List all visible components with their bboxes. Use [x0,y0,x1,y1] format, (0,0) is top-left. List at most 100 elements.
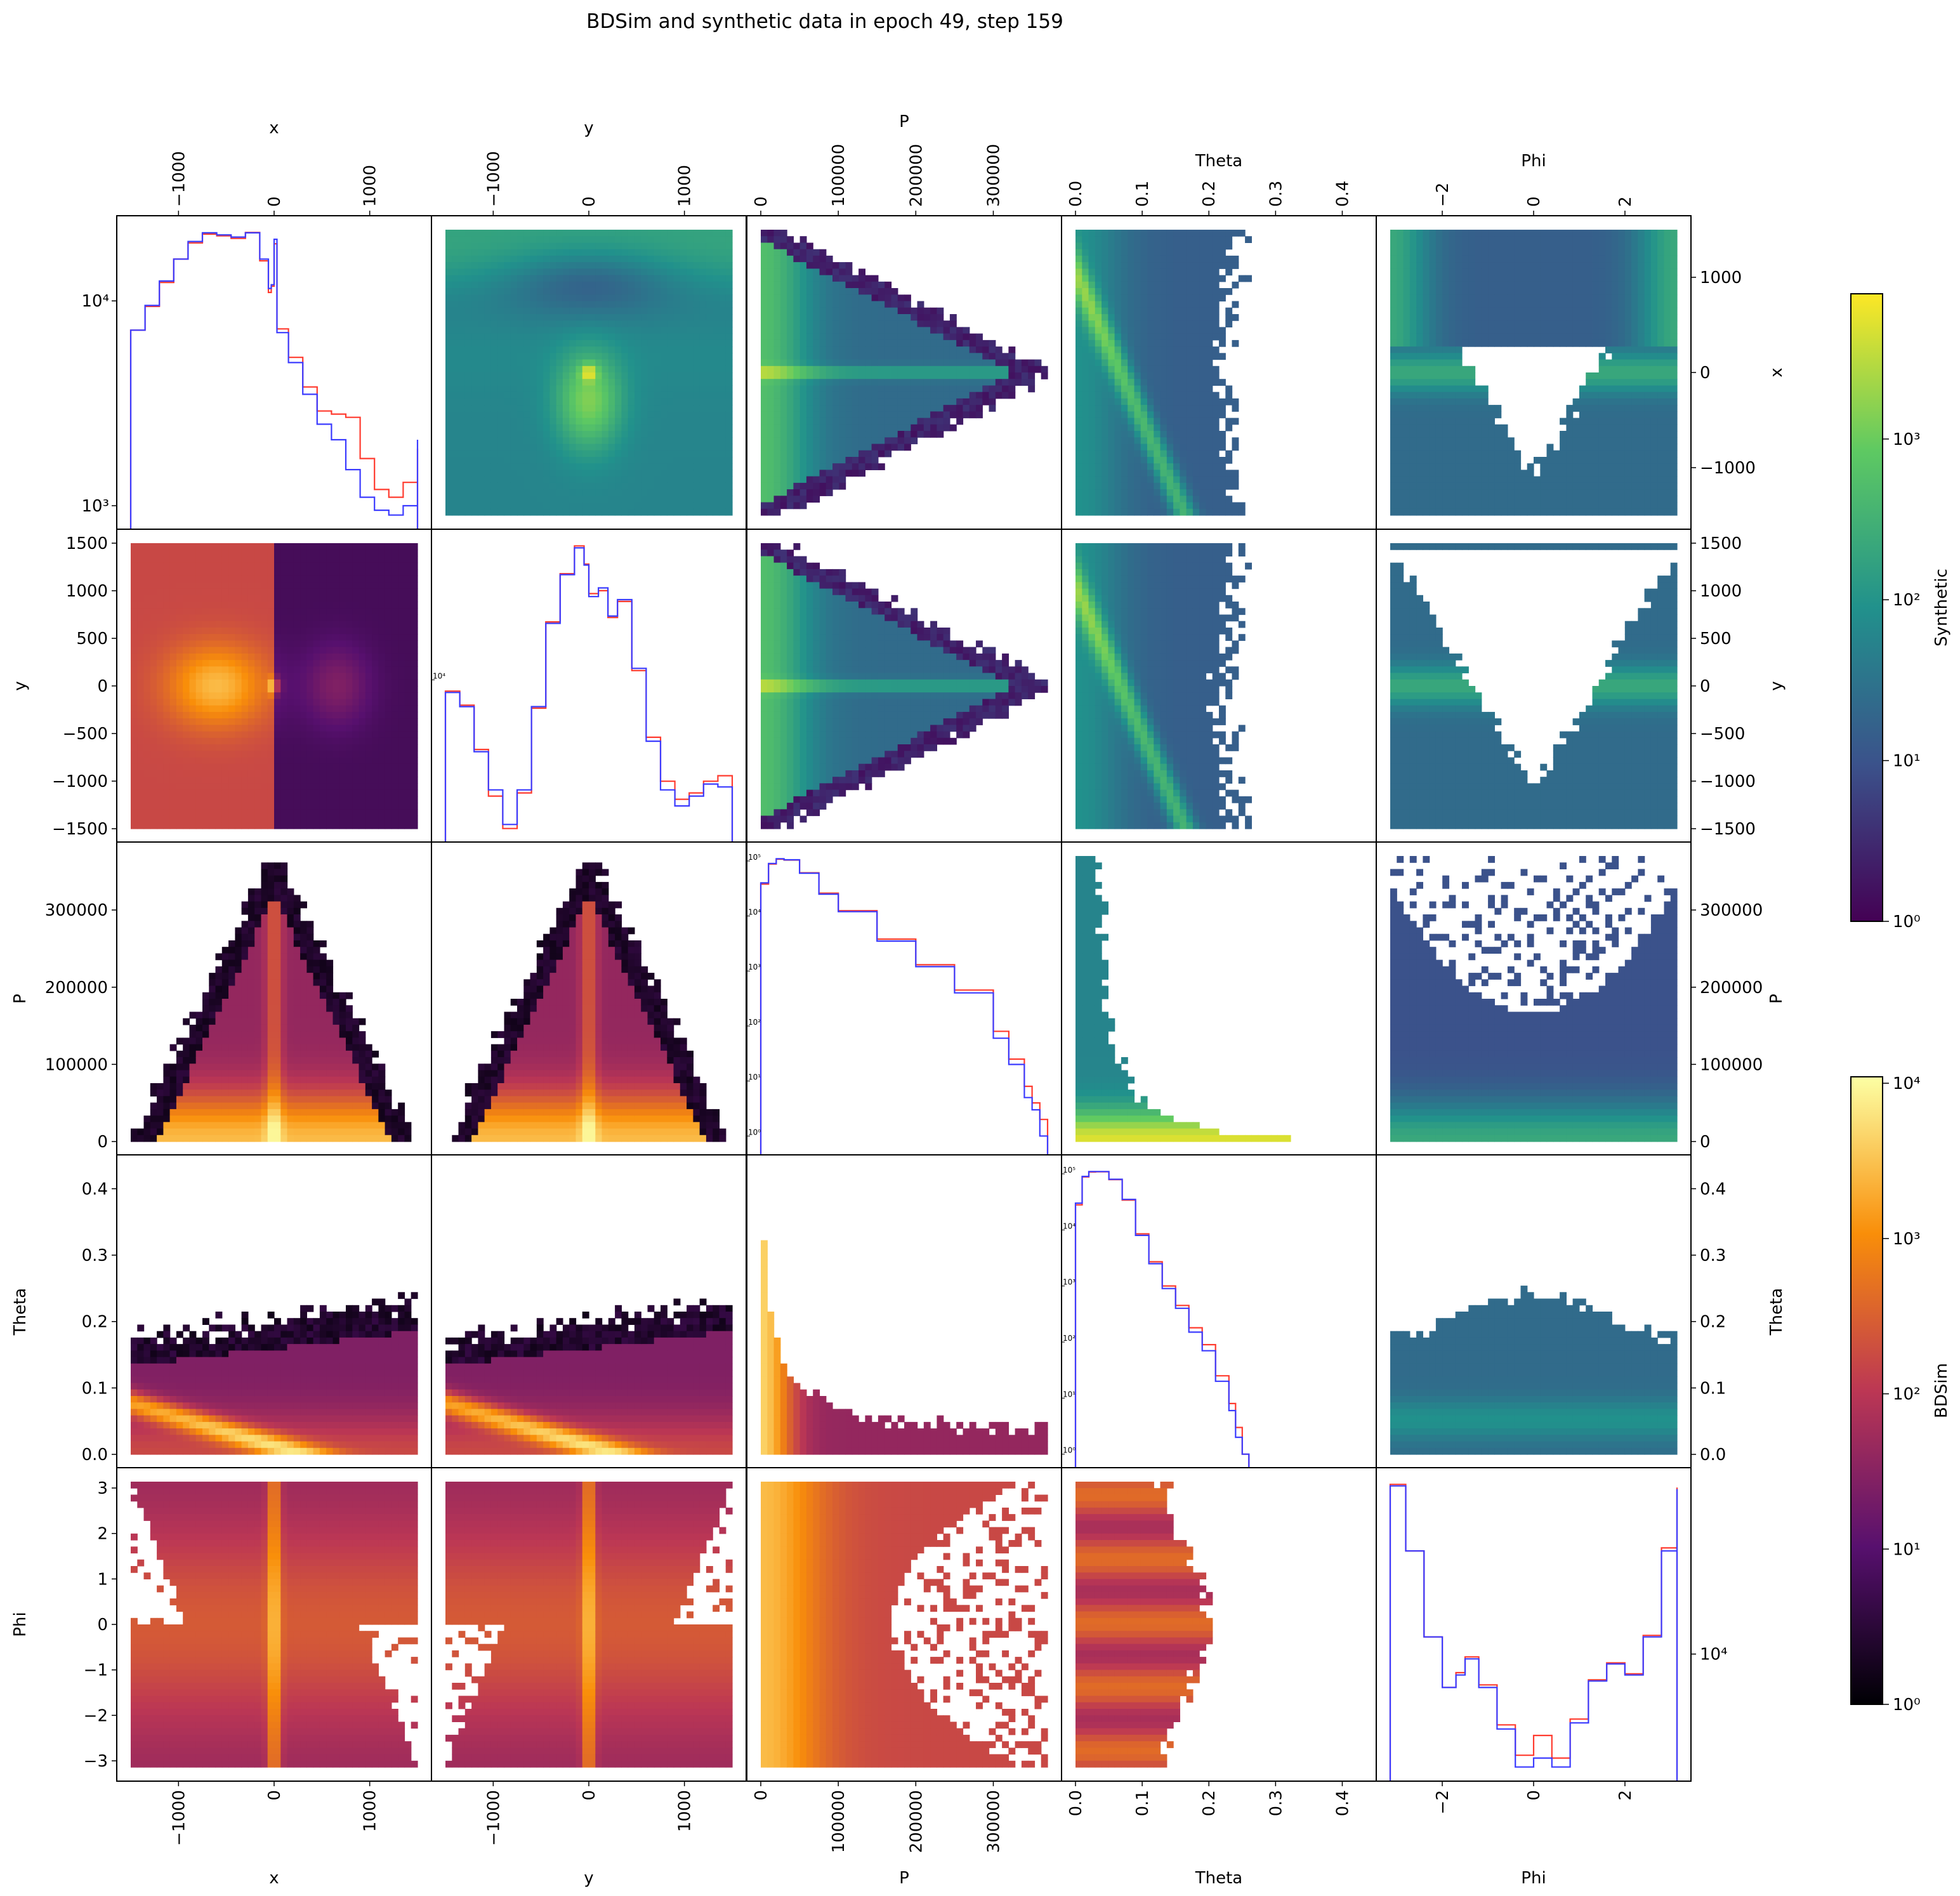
heatmap-cell [865,333,872,341]
heatmap-cell [885,444,892,451]
heatmap-cell [1108,508,1115,516]
heatmap-cell [680,424,687,431]
heatmap-cell [845,385,853,393]
heatmap-cell [1219,242,1226,250]
heatmap-cell [1134,307,1141,315]
heatmap-cell [904,339,911,347]
heatmap-cell [706,230,713,237]
heatmap-cell [1390,281,1397,289]
heatmap-cell [1199,431,1207,438]
heatmap-cell [549,385,557,393]
heatmap-cell [1527,281,1534,289]
heatmap-cell [1390,262,1397,269]
heatmap-cell [667,450,674,458]
heatmap-cell [1095,320,1102,327]
heatmap-cell [773,372,781,379]
heatmap-cell [819,411,827,419]
heatmap-cell [1147,470,1154,477]
heatmap-cell [1095,450,1102,458]
heatmap-cell [1180,482,1187,490]
heatmap-cell [667,463,674,470]
heatmap-cell [582,392,589,399]
heatmap-cell [871,424,879,431]
heatmap-cell [1114,424,1122,431]
heatmap-cell [1154,476,1161,484]
heatmap-cell [1173,339,1180,347]
heatmap-cell [767,262,775,269]
heatmap-cell [680,431,687,438]
heatmap-cell [667,398,674,405]
heatmap-cell [1128,437,1135,445]
heatmap-cell [680,307,687,315]
heatmap-cell [845,457,853,464]
heatmap-cell [497,372,505,379]
heatmap-cell [1154,398,1161,405]
heatmap-cell [699,365,707,373]
heatmap-cell [819,470,827,477]
heatmap-cell [832,339,839,347]
heatmap-cell [464,242,472,250]
heatmap-cell [602,320,609,327]
heatmap-cell [1082,508,1089,516]
heatmap-cell [1435,418,1443,425]
heatmap-cell [1449,242,1456,250]
heatmap-cell [845,327,853,334]
heatmap-cell [523,262,531,269]
heatmap-cell [523,346,531,353]
heatmap-cell [1462,301,1469,308]
heatmap-cell [1481,476,1489,484]
heatmap-cell [1468,450,1476,458]
heatmap-cell [1134,294,1141,302]
heatmap-cell [608,411,615,419]
heatmap-cell [1390,314,1397,321]
heatmap-cell [1468,424,1476,431]
heatmap-cell [1108,262,1115,269]
heatmap-cell [719,457,727,464]
heatmap-cell [1206,230,1213,237]
heatmap-cell [1540,327,1548,334]
heatmap-cell [1160,482,1167,490]
heatmap-cell [608,482,615,490]
heatmap-cell [641,424,648,431]
heatmap-cell [1173,353,1180,360]
heatmap-cell [1416,314,1423,321]
heatmap-cell [504,489,511,496]
heatmap-cell [1212,301,1220,308]
heatmap-cell [839,457,846,464]
heatmap-cell [787,353,794,360]
heatmap-cell [484,268,492,276]
heatmap-cell [1114,327,1122,334]
heatmap-cell [1121,242,1128,250]
heatmap-cell [1154,320,1161,327]
heatmap-cell [595,294,603,302]
heatmap-cell [1128,275,1135,282]
heatmap-cell [1114,405,1122,412]
heatmap-cell [1186,482,1194,490]
heatmap-cell [452,327,459,334]
heatmap-cell [706,320,713,327]
heatmap-cell [1206,450,1213,458]
heatmap-cell [773,346,781,353]
heatmap-cell [464,405,472,412]
heatmap-cell [839,268,846,276]
heatmap-cell [504,249,511,256]
heatmap-cell [1212,392,1220,399]
heatmap-cell [673,307,681,315]
heatmap-cell [1449,288,1456,295]
heatmap-cell [523,418,531,425]
heatmap-cell [1114,314,1122,321]
heatmap-cell [976,411,983,419]
heatmap-cell [1082,457,1089,464]
heatmap-cell [1462,314,1469,321]
heatmap-cell [680,463,687,470]
heatmap-cell [602,411,609,419]
heatmap-cell [1397,294,1404,302]
heatmap-cell [471,476,478,484]
heatmap-cell [832,424,839,431]
heatmap-cell [1219,482,1226,490]
heatmap-cell [1225,457,1233,464]
heatmap-cell [773,470,781,477]
heatmap-cell [1409,365,1417,373]
heatmap-cell [562,502,570,510]
heatmap-cell [530,294,537,302]
